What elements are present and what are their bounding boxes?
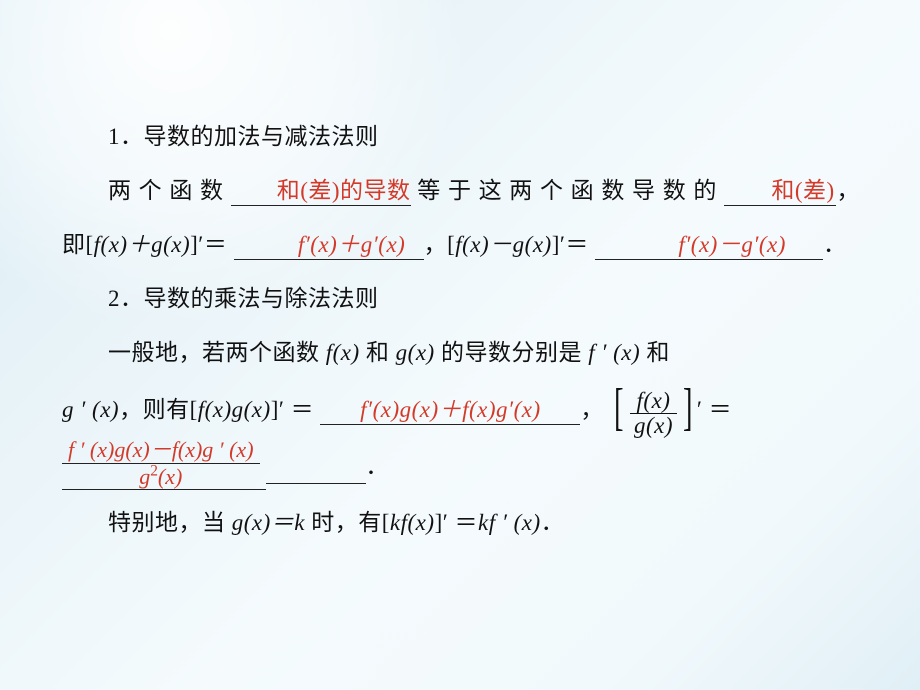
sp-rhs: kf ′ (x) <box>478 510 541 535</box>
left-bracket-icon: [ <box>614 382 624 442</box>
s2-intro-mid2: 的导数分别是 <box>435 340 589 365</box>
blank4-text: f′(x)－g′(x) <box>678 232 786 257</box>
sp-gk: g(x)＝k <box>232 510 305 535</box>
quot-den-exp: 2 <box>150 463 158 480</box>
quot-prime-eq: ′ ＝ <box>697 397 732 422</box>
blank2-text: 和(差) <box>771 178 834 203</box>
section2-line2: g ′ (x)，则有[f(x)g(x)]′ ＝ f′(x)g(x)＋f(x)g′… <box>62 380 860 442</box>
slide: 1．导数的加法与减法法则 两 个 函 数 和(差)的导数 等 于 这 两 个 函… <box>0 0 920 690</box>
prod-lhs: f(x)g(x) <box>198 397 271 422</box>
quot-den-base: g <box>139 464 150 489</box>
section1-body: 两 个 函 数 和(差)的导数 等 于 这 两 个 函 数 导 数 的 和(差)… <box>62 164 860 272</box>
blank-sumdiff: 和(差) <box>724 177 836 206</box>
sp-end: ． <box>541 510 565 535</box>
quotient-bracket: [ f(x) g(x) ] <box>610 382 697 442</box>
section1-index: 1． <box>108 124 144 149</box>
right-bracket-icon: ] <box>683 382 693 442</box>
quot-den: g(x) <box>630 413 677 438</box>
s1-end: ． <box>823 232 847 257</box>
quotient-frac: f(x) g(x) <box>630 389 677 438</box>
section2-intro: 一般地，若两个函数 f(x) 和 g(x) 的导数分别是 f ′ (x) 和 <box>62 326 860 380</box>
s2-intro-pre: 一般地，若两个函数 <box>108 340 326 365</box>
s1-mid4: ]′＝ <box>552 232 589 257</box>
s2-gpx: g ′ (x) <box>62 397 119 422</box>
quot-rule-den: g2(x) <box>62 464 260 489</box>
sp-mid2: ]′ ＝ <box>435 510 478 535</box>
quot-rule-num: f ′ (x)g(x)－f(x)g ′ (x) <box>62 438 260 464</box>
diff-lhs: f(x)－g(x) <box>455 232 551 257</box>
section2-index: 2． <box>108 286 144 311</box>
blank-product-text: f′(x)g(x)＋f(x)g′(x) <box>360 397 540 422</box>
s1-pre: 两 个 函 数 <box>108 178 224 203</box>
blank-product-rule: f′(x)g(x)＋f(x)g′(x) <box>320 396 580 425</box>
section2-heading: 2．导数的乘法与除法法则 <box>62 272 860 326</box>
s1-post: 等 于 这 两 个 函 数 导 数 的 <box>417 178 717 203</box>
blank-sum-rule: f′(x)＋g′(x) <box>234 231 424 260</box>
s2-gx: g(x) <box>396 340 435 365</box>
s2-intro-mid3: 和 <box>640 340 670 365</box>
sp-lhs: kf(x) <box>390 510 435 535</box>
quot-num: f(x) <box>630 389 677 413</box>
section2-title: 导数的乘法与除法法则 <box>144 286 379 311</box>
quot-den-arg: (x) <box>158 464 182 489</box>
sp-pre: 特别地，当 <box>108 510 232 535</box>
s2-l2-post: ， <box>580 397 604 422</box>
section1-title: 导数的加法与减法法则 <box>144 124 379 149</box>
section1-heading: 1．导数的加法与减法法则 <box>62 110 860 164</box>
s2-fpx: f ′ (x) <box>588 340 640 365</box>
s2-l2-pre: ，则有[ <box>119 397 198 422</box>
blank1-text: 和(差)的导数 <box>277 178 411 203</box>
section2-special: 特别地，当 g(x)＝k 时，有[kf(x)]′ ＝kf ′ (x)． <box>62 496 860 550</box>
s2-l2-mid: ]′ ＝ <box>271 397 314 422</box>
s1-mid3: ，[ <box>424 232 456 257</box>
s2-intro-mid1: 和 <box>360 340 396 365</box>
blank-sumdiff-derivative: 和(差)的导数 <box>231 177 411 206</box>
quot-tail: ． <box>366 444 389 490</box>
blank-diff-rule: f′(x)－g′(x) <box>595 231 823 260</box>
quotient-rule-blank: f ′ (x)g(x)－f(x)g ′ (x) g2(x) ． <box>62 438 860 490</box>
blank3-text: f′(x)＋g′(x) <box>298 232 406 257</box>
quotient-rule-fraction: f ′ (x)g(x)－f(x)g ′ (x) g2(x) <box>62 438 260 489</box>
sp-mid: 时，有[ <box>305 510 390 535</box>
s2-fx: f(x) <box>326 340 360 365</box>
sum-lhs: f(x)＋g(x) <box>94 232 190 257</box>
s1-mid2: ]′＝ <box>190 232 227 257</box>
